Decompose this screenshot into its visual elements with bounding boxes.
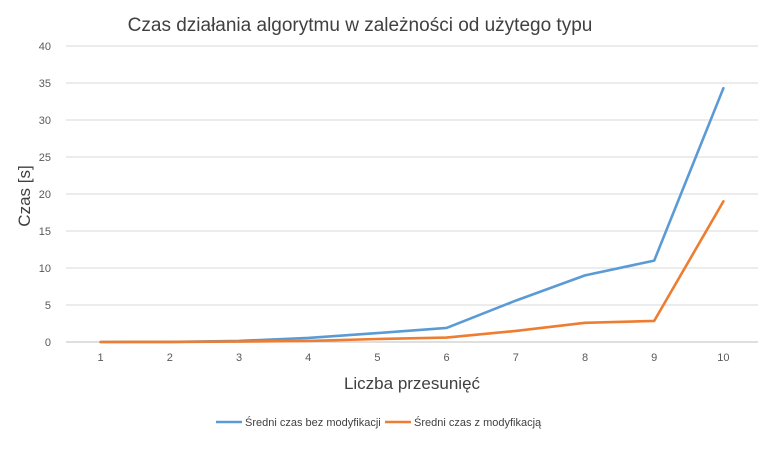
y-tick-label: 20	[39, 189, 51, 201]
data-point	[376, 338, 379, 340]
y-tick-label: 30	[39, 115, 51, 127]
data-point	[445, 327, 448, 329]
legend: Średni czas bez modyfikacji Średni czas z…	[216, 416, 542, 429]
y-tick-label: 35	[39, 78, 51, 90]
x-tick-label: 2	[167, 352, 173, 364]
data-point	[169, 341, 171, 343]
data-point	[99, 341, 102, 343]
data-point	[238, 340, 240, 343]
x-tick-label: 9	[651, 352, 657, 364]
data-point	[515, 299, 517, 302]
x-tick-label: 4	[305, 352, 311, 364]
y-tick-label: 5	[45, 300, 51, 312]
data-point	[307, 337, 310, 339]
x-axis-title: Liczba przesunięć	[344, 374, 481, 393]
x-tick-label: 7	[513, 352, 519, 364]
y-axis-title: Czas [s]	[15, 165, 34, 226]
x-tick-label: 6	[444, 352, 450, 364]
data-point	[653, 259, 655, 262]
series-line-0	[99, 86, 725, 344]
x-tick-label: 10	[717, 352, 729, 364]
x-tick-label: 1	[98, 352, 104, 364]
y-tick-label: 15	[39, 226, 51, 238]
gridlines	[66, 45, 758, 343]
data-point	[307, 340, 310, 342]
x-tick-label: 3	[236, 352, 242, 364]
x-tick-label: 8	[582, 352, 588, 364]
data-point	[722, 87, 725, 89]
series-lines	[99, 86, 725, 344]
x-axis-ticks: 1 2 3 4 5 6 7 8 9 10	[98, 352, 730, 364]
y-tick-label: 25	[39, 152, 51, 164]
y-tick-label: 0	[45, 337, 51, 349]
data-point	[584, 321, 586, 324]
data-point	[445, 336, 448, 339]
data-point	[376, 332, 379, 334]
data-point	[722, 200, 725, 203]
y-tick-label: 10	[39, 263, 51, 275]
series-line-1	[99, 200, 725, 344]
y-tick-label: 40	[39, 41, 51, 53]
legend-label: Średni czas z modyfikacją	[414, 416, 542, 429]
data-point	[515, 330, 517, 332]
data-point	[584, 274, 586, 277]
chart-title: Czas działania algorytmu w zależności od…	[128, 15, 593, 36]
x-tick-label: 5	[374, 352, 380, 364]
data-point	[653, 320, 655, 322]
y-axis-ticks: 0 5 10 15 20 25 30 35 40	[39, 41, 51, 349]
legend-label: Średni czas bez modyfikacji	[245, 416, 381, 429]
